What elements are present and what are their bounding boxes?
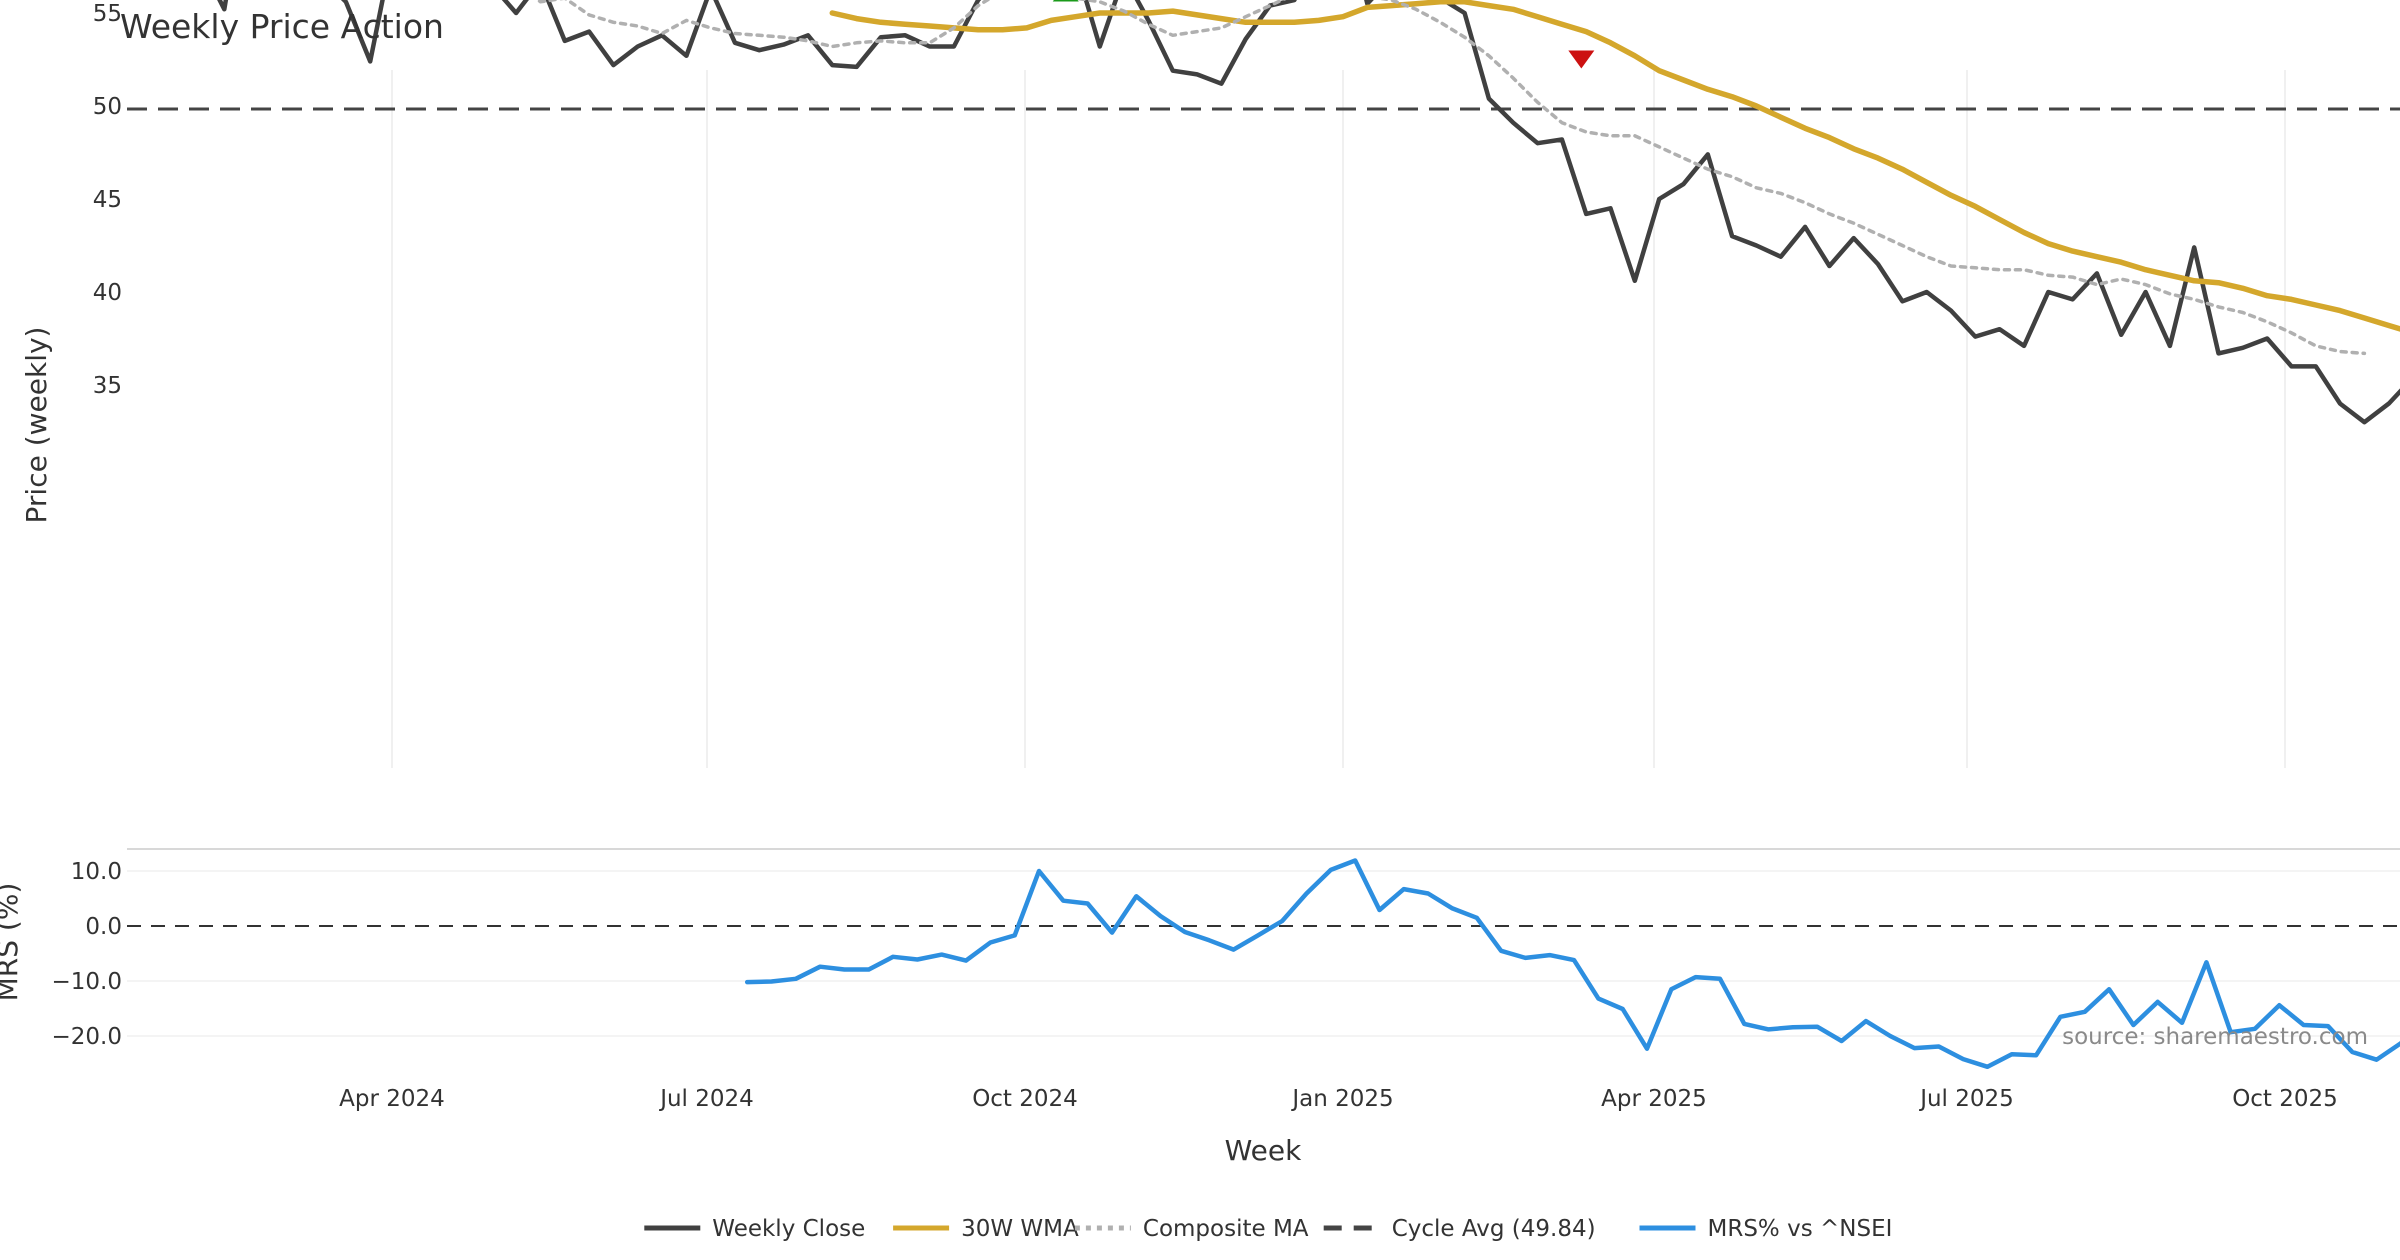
source-annotation: source: sharemaestro.com	[2062, 1024, 2368, 1050]
x-tick-label: Apr 2024	[339, 1086, 445, 1112]
x-tick-label: Jan 2025	[1290, 1086, 1393, 1112]
y-tick-label: −10.0	[52, 969, 122, 995]
legend-label: 30W WMA	[961, 1216, 1079, 1242]
legend-item: MRS% vs ^NSEI	[1639, 1216, 1893, 1242]
buy-signal-marker	[1052, 0, 1079, 2]
x-tick-label: Oct 2024	[972, 1086, 1078, 1112]
y-tick-label: 55	[93, 1, 122, 27]
legend-item: Composite MA	[1074, 1216, 1309, 1242]
y-tick-label: 0.0	[85, 914, 122, 940]
y-tick-label: 10.0	[71, 859, 122, 885]
legend-item: 30W WMA	[893, 1216, 1079, 1242]
legend-label: Cycle Avg (49.84)	[1392, 1216, 1596, 1242]
legend-item: Weekly Close	[644, 1216, 865, 1242]
legend-item: Cycle Avg (49.84)	[1323, 1216, 1596, 1242]
y-tick-label: 40	[93, 280, 122, 306]
legend-label: MRS% vs ^NSEI	[1708, 1216, 1893, 1242]
y-tick-label: 50	[93, 94, 122, 120]
x-axis-title: Week	[1225, 1134, 1302, 1167]
x-tick-label: Jul 2025	[1918, 1086, 2014, 1112]
legend-label: Composite MA	[1143, 1216, 1309, 1242]
legend-label: Weekly Close	[712, 1216, 865, 1242]
chart-title: Weekly Price Action	[120, 7, 444, 46]
y-tick-label: 45	[93, 187, 122, 213]
y-tick-label: 35	[93, 373, 122, 399]
y-tick-label: −20.0	[52, 1024, 122, 1050]
y-axis-title-mrs: MRS (%)	[0, 883, 24, 1002]
series-line-composite-ma	[535, 0, 2367, 356]
y-axis-title-price: Price (weekly)	[20, 327, 53, 524]
series-line-mrs-vs-nsei	[744, 858, 2400, 1070]
x-tick-label: Jul 2024	[658, 1086, 754, 1112]
sell-signal-marker	[1568, 50, 1595, 69]
series-line-weekly-close	[217, 0, 2400, 425]
x-tick-label: Apr 2025	[1601, 1086, 1707, 1112]
series-line-30w-wma	[829, 0, 2400, 332]
x-tick-label: Oct 2025	[2232, 1086, 2338, 1112]
